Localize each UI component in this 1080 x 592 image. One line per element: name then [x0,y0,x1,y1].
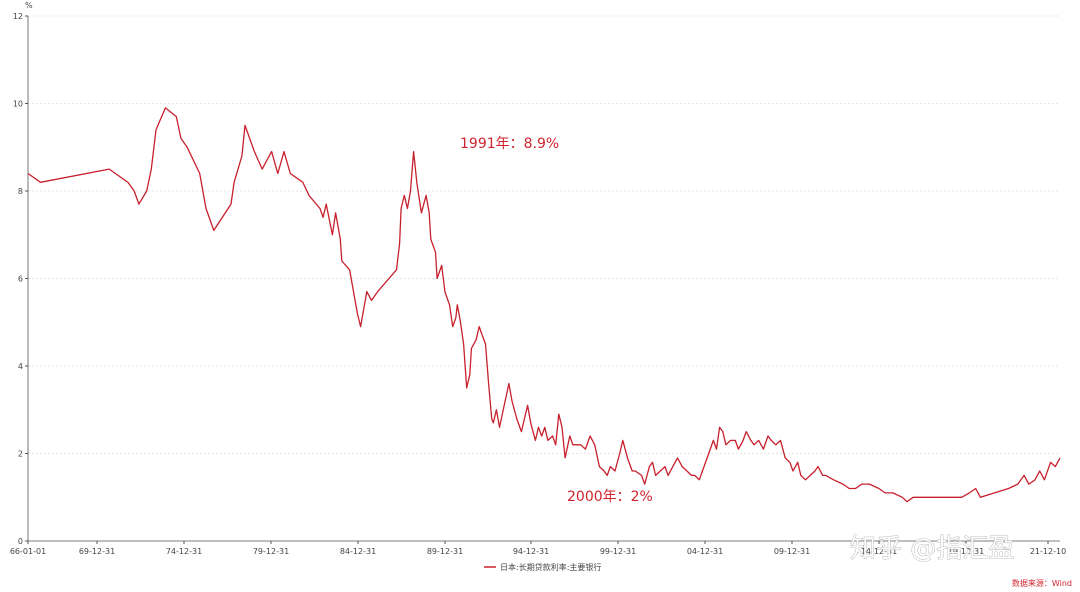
y-tick-label: 2 [18,450,23,459]
x-tick-label: 04-12-31 [687,547,723,556]
watermark-text: 知乎 @指汇盈 [850,534,1014,564]
x-tick-label: 69-12-31 [79,547,115,556]
y-tick-label: 6 [18,275,23,284]
gridlines [28,15,1060,454]
source-note: 数据来源：Wind [1012,578,1072,588]
legend-label: 日本:长期贷款利率:主要银行 [500,562,601,572]
x-tick-label: 14-12-31 [861,547,897,556]
x-tick-label: 89-12-31 [427,547,463,556]
annotation-1991: 1991年：8.9% [460,136,559,152]
y-tick-label: 10 [13,100,23,109]
y-tick-label: 0 [18,537,23,546]
y-axis-ticks: 0 2 4 6 8 10 12 [13,12,28,546]
x-tick-label: 66-01-01 [10,547,46,556]
annotation-2000: 2000年：2% [567,489,653,505]
x-tick-label: 79-12-31 [253,547,289,556]
x-tick-label: 94-12-31 [513,547,549,556]
series-group [27,107,1061,503]
y-axis-unit-label: % [25,1,33,10]
y-tick-label: 8 [18,187,23,196]
x-axis-ticks: 66-01-01 69-12-31 74-12-31 79-12-31 84-12-31… [10,541,1066,556]
x-tick-label: 19-12-31 [948,547,984,556]
y-tick-label: 4 [18,362,23,371]
series-line-0 [27,107,1061,503]
x-tick-label: 99-12-31 [600,547,636,556]
legend: 日本:长期贷款利率:主要银行 [484,562,601,572]
x-tick-label: 09-12-31 [774,547,810,556]
x-tick-label: 21-12-10 [1030,547,1066,556]
y-tick-label: 12 [13,12,23,21]
x-tick-label: 74-12-31 [166,547,202,556]
x-tick-label: 84-12-31 [340,547,376,556]
